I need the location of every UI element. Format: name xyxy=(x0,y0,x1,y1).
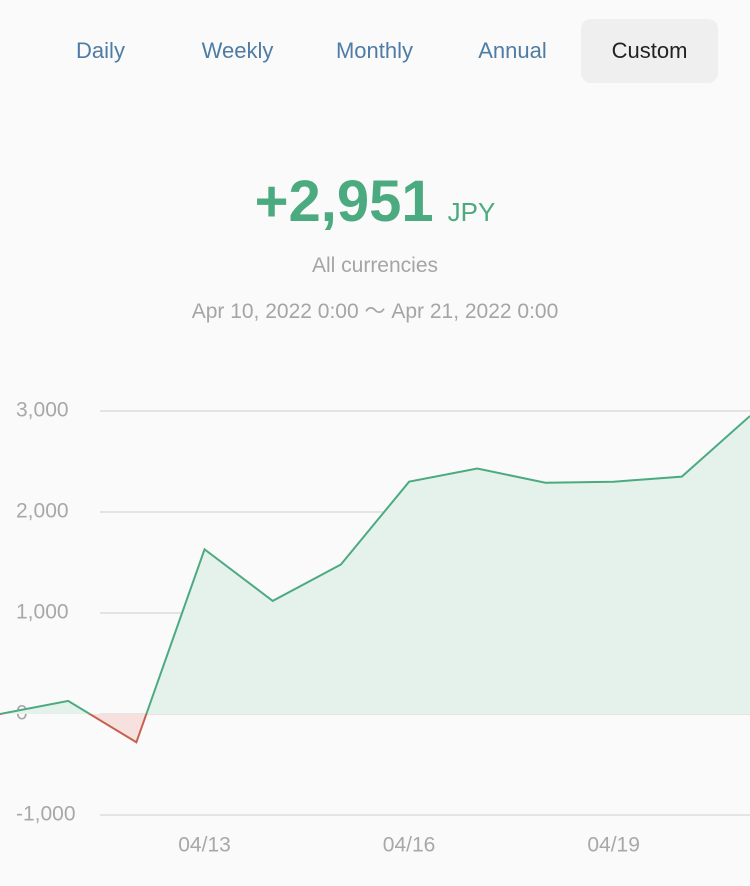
y-tick-label: 2,000 xyxy=(16,500,69,523)
tab[interactable]: Monthly xyxy=(335,38,414,63)
tab[interactable]: Weekly xyxy=(201,38,274,63)
total: +2,951 JPY xyxy=(0,168,750,235)
tab[interactable]: Custom xyxy=(581,19,718,83)
area xyxy=(0,415,750,743)
y-tick-label: -1,000 xyxy=(16,803,76,826)
x-tick-label: 04/19 xyxy=(587,834,640,857)
total-value: +2,951 xyxy=(254,169,434,234)
scope: All currencies xyxy=(311,254,439,277)
currency: JPY xyxy=(447,197,496,227)
tab[interactable]: Daily xyxy=(76,38,125,63)
y-tick-label: 1,000 xyxy=(16,601,69,624)
line xyxy=(0,415,750,744)
x-tick-label: 04/13 xyxy=(178,834,231,857)
tab[interactable]: Annual xyxy=(478,38,547,63)
y-tick-label: 3,000 xyxy=(16,399,69,422)
date-range: Apr 10, 2022 0:00 〜 Apr 21, 2022 0:00 xyxy=(191,300,559,323)
x-tick-label: 04/16 xyxy=(383,834,436,857)
